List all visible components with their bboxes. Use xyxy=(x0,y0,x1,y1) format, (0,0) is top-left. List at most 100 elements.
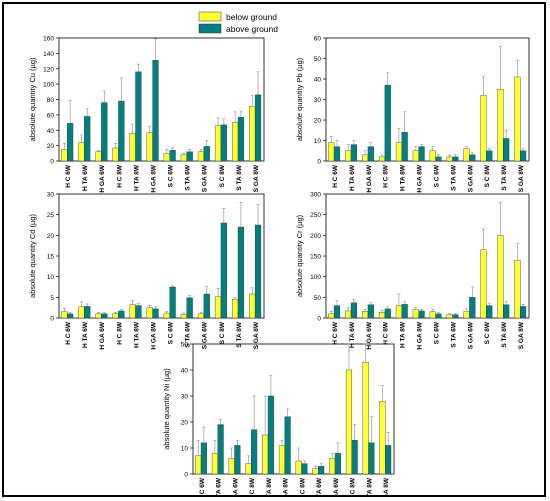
bar-below-9 xyxy=(197,151,205,162)
x-tick-label: S C 8W xyxy=(484,164,491,187)
bar-below-8 xyxy=(180,314,187,319)
legend-label-above: above ground xyxy=(226,24,278,34)
bar-above-8 xyxy=(186,151,193,162)
bar-above-6 xyxy=(418,146,425,162)
bar-above-7 xyxy=(169,150,176,162)
bar-above-6 xyxy=(418,310,425,319)
y-tick-label: 60 xyxy=(47,112,55,119)
x-tick-label: H TA 6W xyxy=(82,321,89,348)
bar-below-6 xyxy=(412,150,419,162)
y-tick-label: 50 xyxy=(181,342,189,349)
x-tick-label: S GA 8W xyxy=(383,477,390,495)
bar-above-4 xyxy=(384,84,391,162)
bar-above-4 xyxy=(118,100,125,162)
x-tick-label: H C 8W xyxy=(116,164,123,188)
y-axis-label: absolute quantity Ni (µg) xyxy=(162,368,171,450)
x-tick-label: H GA 6W xyxy=(366,164,373,192)
bar-above-11 xyxy=(503,304,510,319)
y-tick-label: 160 xyxy=(43,36,54,43)
bar-below-10 xyxy=(214,296,222,319)
x-tick-label: S TA 8W xyxy=(501,321,508,348)
bar-above-1 xyxy=(333,146,341,162)
bar-below-1 xyxy=(61,311,68,319)
y-tick-label: 20 xyxy=(314,118,322,125)
bar-above-3 xyxy=(367,146,374,162)
y-tick-label: 140 xyxy=(43,51,54,58)
y-tick-label: 15 xyxy=(47,254,55,261)
bar-above-4 xyxy=(118,310,125,319)
bar-above-2 xyxy=(217,424,224,475)
legend-label-below: below ground xyxy=(226,12,277,22)
y-tick-label: 20 xyxy=(47,143,55,150)
bar-above-9 xyxy=(469,297,476,319)
bar-below-7 xyxy=(429,150,436,162)
bar-below-8 xyxy=(446,156,453,162)
bar-below-10 xyxy=(345,369,352,475)
bar-below-4 xyxy=(378,312,386,319)
bar-above-12 xyxy=(520,306,527,319)
bar-above-4 xyxy=(251,429,258,475)
bar-below-6 xyxy=(146,132,153,162)
bar-below-3 xyxy=(95,151,102,162)
bar-above-9 xyxy=(203,146,210,162)
y-tick-label: 250 xyxy=(310,212,321,219)
bar-above-7 xyxy=(435,313,442,319)
bar-above-1 xyxy=(67,123,74,162)
x-tick-label: S GA 6W xyxy=(333,477,340,495)
x-tick-label: H C 6W xyxy=(65,321,72,345)
bar-below-11 xyxy=(497,89,504,162)
bar-above-3 xyxy=(101,313,108,319)
bar-below-3 xyxy=(362,311,369,319)
x-tick-label: H TA 8W xyxy=(400,164,407,191)
x-tick-label: S GA 8W xyxy=(518,164,525,192)
y-tick-label: 0 xyxy=(184,472,188,479)
x-tick-label: S C 8W xyxy=(219,321,226,344)
bar-below-12 xyxy=(249,106,256,162)
x-tick-label: H TA 6W xyxy=(82,164,89,191)
bar-above-12 xyxy=(254,224,262,319)
y-tick-label: 50 xyxy=(314,295,322,302)
bar-above-10 xyxy=(486,305,493,319)
y-tick-label: 120 xyxy=(43,66,54,73)
bar-above-12 xyxy=(254,94,262,162)
bar-above-12 xyxy=(385,445,392,475)
bar-below-11 xyxy=(362,362,369,475)
y-tick-label: 80 xyxy=(47,97,55,104)
bar-above-1 xyxy=(200,442,207,475)
bar-above-11 xyxy=(368,442,375,475)
y-tick-label: 20 xyxy=(47,233,55,240)
y-tick-label: 0 xyxy=(317,316,321,323)
x-tick-label: S GA 6W xyxy=(202,164,209,192)
x-tick-label: H C 6W xyxy=(199,477,206,495)
x-tick-label: H TA 6W xyxy=(349,321,356,348)
y-tick-label: 0 xyxy=(50,316,54,323)
x-tick-label: H C 8W xyxy=(383,321,390,345)
bar-below-2 xyxy=(78,306,85,319)
x-tick-label: S C 8W xyxy=(219,164,226,187)
bar-above-6 xyxy=(152,60,159,162)
x-tick-label: H C 6W xyxy=(65,164,72,188)
x-tick-label: H GA 8W xyxy=(417,321,424,349)
x-tick-label: S C 6W xyxy=(433,321,440,344)
bar-above-12 xyxy=(520,150,527,162)
bar-below-6 xyxy=(412,309,419,319)
bar-above-10 xyxy=(351,440,358,475)
bar-above-5 xyxy=(401,304,408,319)
bar-below-12 xyxy=(514,76,521,162)
y-axis-label: absolute quantity Cr (µg) xyxy=(295,214,304,297)
bar-below-2 xyxy=(78,142,85,162)
bar-below-6 xyxy=(278,445,285,475)
bar-below-6 xyxy=(146,307,153,319)
x-tick-label: S GA 8W xyxy=(253,321,260,349)
bar-above-7 xyxy=(301,463,308,475)
bar-below-10 xyxy=(480,95,487,162)
x-tick-label: H C 8W xyxy=(249,477,256,495)
x-tick-label: S TA 6W xyxy=(450,164,457,191)
y-tick-label: 40 xyxy=(47,128,55,135)
bar-below-3 xyxy=(362,154,369,162)
bar-above-6 xyxy=(152,308,159,319)
x-tick-label: H C 6W xyxy=(332,321,339,345)
x-tick-label: S GA 6W xyxy=(467,164,474,192)
